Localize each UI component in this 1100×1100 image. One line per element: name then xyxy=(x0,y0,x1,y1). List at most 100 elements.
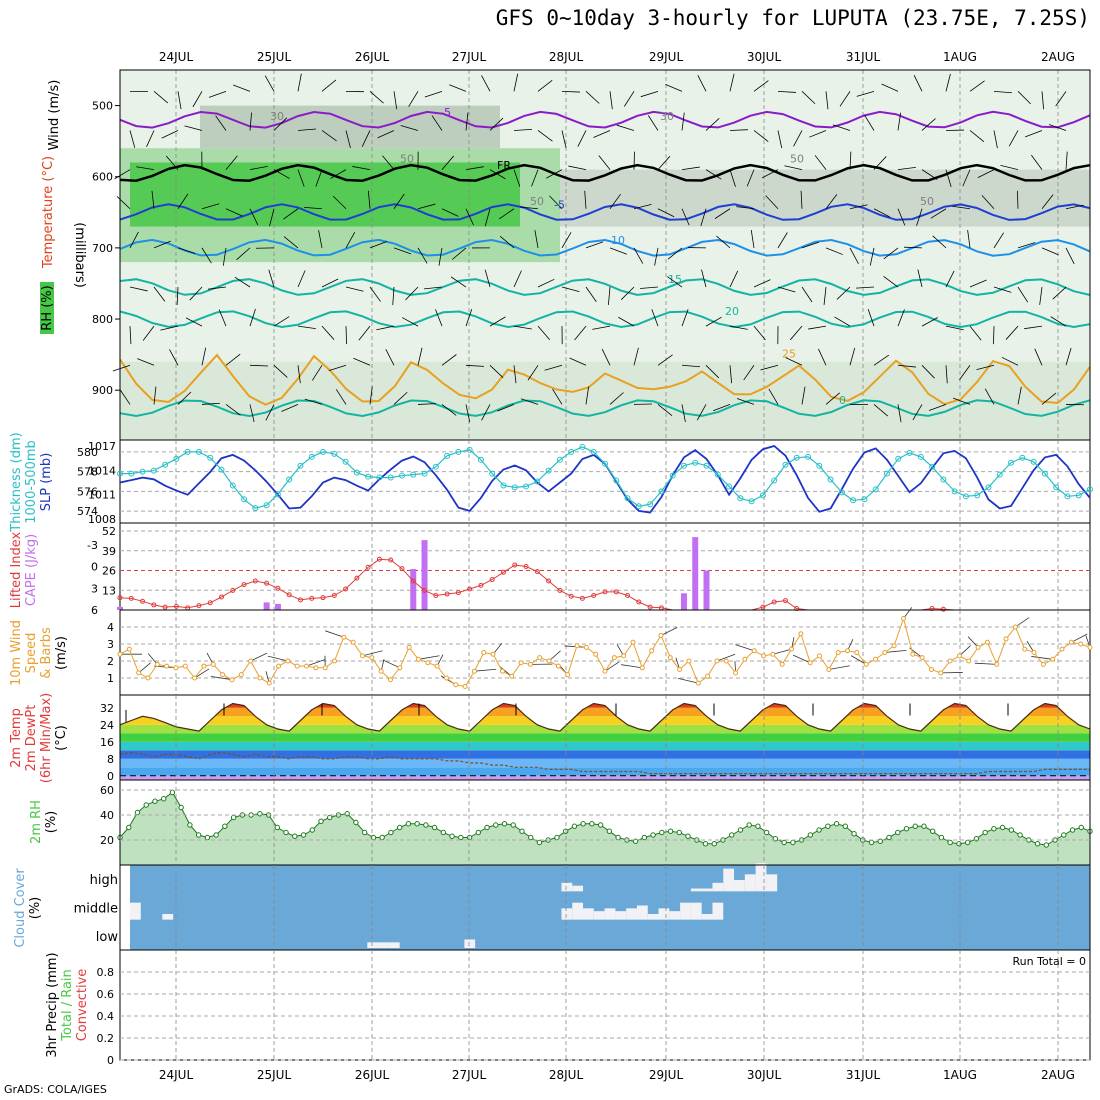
panel-y-label: Lifted Index xyxy=(9,531,24,608)
y-tick-label: 16 xyxy=(100,736,114,749)
wind-barb xyxy=(808,325,827,330)
rh-point xyxy=(755,823,761,829)
wind-barb xyxy=(849,151,852,170)
wind-barb xyxy=(640,90,659,98)
thickness-point xyxy=(1087,486,1093,493)
isotherm-label: 20 xyxy=(725,305,739,318)
thickness-point xyxy=(534,478,541,485)
rh-point xyxy=(903,826,910,832)
wind-barb xyxy=(273,316,290,327)
rh-contour-label: 50 xyxy=(920,195,934,208)
rh-point xyxy=(423,822,429,828)
thickness-point xyxy=(1053,484,1060,491)
y-tick-label: 2 xyxy=(107,655,114,668)
wind-barb xyxy=(465,308,473,327)
wind-barb xyxy=(498,208,515,220)
wind-barb xyxy=(332,195,347,210)
wind-barb xyxy=(201,347,207,366)
date-label-bottom: 31JUL xyxy=(846,1068,881,1082)
wind-barb xyxy=(273,169,290,179)
wind-barb xyxy=(850,655,867,665)
panel-y-label: (6hr Min/Max) xyxy=(39,693,54,783)
wind-speed-point xyxy=(341,634,347,640)
date-label-top: 30JUL xyxy=(747,50,782,64)
wind-barb xyxy=(153,91,169,104)
lifted-index-point xyxy=(376,556,382,562)
wind-barb xyxy=(369,386,373,405)
wind-barb xyxy=(928,404,947,411)
date-label-bottom: 26JUL xyxy=(355,1068,390,1082)
thickness-point xyxy=(274,491,281,498)
wind-barb xyxy=(537,79,553,92)
panel-y-label: Thickness (dm) xyxy=(9,432,24,532)
wind-barb xyxy=(417,247,428,264)
rh-point xyxy=(143,802,149,808)
rh-point xyxy=(947,839,953,846)
wind-barb xyxy=(546,169,563,179)
rh-point xyxy=(825,823,831,829)
thickness-point xyxy=(207,454,214,461)
thickness-point xyxy=(410,471,417,478)
wind-speed-point xyxy=(975,644,981,650)
cloud-bar xyxy=(766,874,778,892)
y-tick-label: 700 xyxy=(92,242,113,255)
thickness-point xyxy=(263,502,270,509)
wind-speed-point xyxy=(1031,650,1037,655)
y-tick-label: 576 xyxy=(77,485,98,498)
wind-barb xyxy=(801,286,813,303)
wind-barb xyxy=(881,83,899,92)
cape-bar xyxy=(421,540,428,610)
wind-speed-point xyxy=(471,668,477,674)
wind-barb xyxy=(969,279,987,288)
wind-barb xyxy=(818,348,827,366)
wind-barb xyxy=(1005,325,1019,340)
wind-barb xyxy=(269,208,275,227)
lifted-index-point xyxy=(309,595,315,601)
rh-point xyxy=(597,822,604,828)
wind-barb xyxy=(1024,325,1043,330)
rh-contour-label: 50 xyxy=(530,195,544,208)
thickness-point xyxy=(421,470,428,477)
rh-point xyxy=(886,834,892,841)
thickness-point xyxy=(759,492,766,499)
wind-barb xyxy=(169,349,179,366)
cloud-bar xyxy=(669,911,681,920)
wind-speed-point xyxy=(863,661,869,667)
date-label-top: 29JUL xyxy=(649,50,684,64)
thickness-line xyxy=(120,446,1091,509)
wind-barb xyxy=(864,114,875,131)
wind-speed-point xyxy=(229,677,235,683)
cloud-bar xyxy=(712,902,724,920)
wind-barb xyxy=(945,73,951,92)
wind-speed-point xyxy=(984,639,990,645)
wind-barb xyxy=(1017,386,1022,405)
wind-barb xyxy=(367,190,371,209)
temperature-label: Temperature (°C) xyxy=(41,156,56,269)
wind-barb xyxy=(681,404,686,423)
cloud-row-label: middle xyxy=(74,902,118,917)
wind-barb xyxy=(873,404,889,417)
wind-barb xyxy=(441,404,457,416)
thickness-point xyxy=(297,462,304,469)
thickness-point xyxy=(162,461,169,468)
rh-point xyxy=(615,834,621,841)
lifted-index-point xyxy=(128,595,134,601)
wind-barb xyxy=(1008,130,1019,147)
wind-speed-point xyxy=(546,658,552,664)
wind-barb xyxy=(225,353,241,366)
wind-barb xyxy=(681,364,700,368)
wind-barb xyxy=(513,169,521,187)
wind-barb xyxy=(249,404,255,423)
isotherm-line xyxy=(119,399,1091,418)
wind-barb xyxy=(192,91,203,108)
wind-barb xyxy=(249,308,256,327)
wind-panel-frame xyxy=(119,609,1091,696)
y-tick-label-right: 1008 xyxy=(88,513,116,526)
wind-barb xyxy=(913,74,923,92)
thickness-point xyxy=(308,453,315,460)
y-tick-label-right: 52 xyxy=(102,525,116,538)
wind-speed-point xyxy=(602,668,608,674)
thickness-point xyxy=(703,462,710,469)
wind-barb xyxy=(825,194,838,209)
thickness-point xyxy=(218,466,225,473)
